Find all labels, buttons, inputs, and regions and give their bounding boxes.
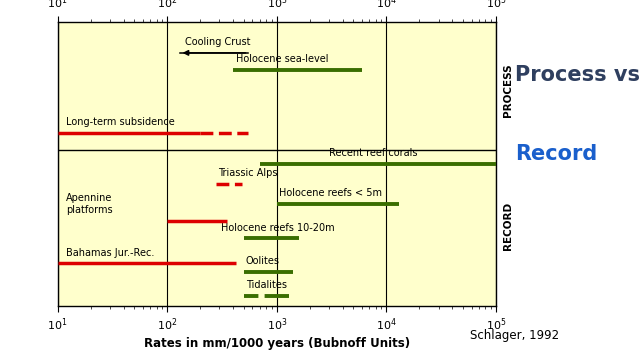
Text: Recent reef corals: Recent reef corals	[329, 148, 417, 158]
Text: Process vs: Process vs	[515, 65, 640, 85]
Text: Bahamas Jur.-Rec.: Bahamas Jur.-Rec.	[67, 248, 155, 258]
Text: RECORD: RECORD	[502, 202, 513, 251]
Text: Record: Record	[515, 144, 598, 164]
Text: Holocene reefs < 5m: Holocene reefs < 5m	[279, 188, 382, 198]
Text: Cooling Crust: Cooling Crust	[185, 37, 251, 47]
Text: Holocene reefs 10-20m: Holocene reefs 10-20m	[221, 224, 335, 234]
Text: Holocene sea-level: Holocene sea-level	[236, 54, 328, 64]
Text: Long-term subsidence: Long-term subsidence	[67, 117, 175, 127]
Text: Apennine
platforms: Apennine platforms	[67, 193, 113, 215]
Text: Schlager, 1992: Schlager, 1992	[470, 329, 559, 342]
Text: Tidalites: Tidalites	[246, 280, 287, 291]
Text: Oolites: Oolites	[246, 256, 280, 266]
X-axis label: Rates in mm/1000 years (Bubnoff Units): Rates in mm/1000 years (Bubnoff Units)	[144, 337, 410, 350]
Text: PROCESS: PROCESS	[502, 63, 513, 117]
Text: Triassic Alps: Triassic Alps	[218, 168, 277, 178]
